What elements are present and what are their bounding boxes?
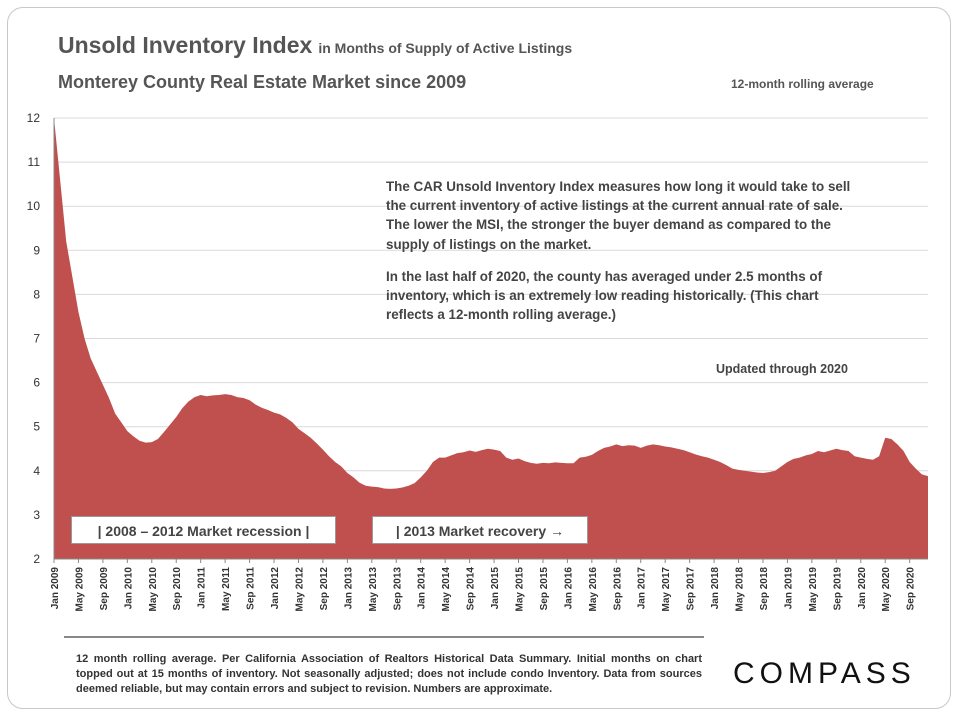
rolling-average-note: 12-month rolling average <box>731 77 874 91</box>
updated-note: Updated through 2020 <box>716 362 848 376</box>
x-tick-label: Sep 2011 <box>246 567 257 610</box>
description-text: The CAR Unsold Inventory Index measures … <box>386 177 856 337</box>
y-axis: 2 3 4 5 6 7 8 9 10 11 12 <box>27 111 41 566</box>
x-tick-label: May 2018 <box>735 567 746 612</box>
x-tick-label: May 2013 <box>368 567 379 612</box>
x-tick-label: May 2012 <box>294 567 305 612</box>
x-tick-label: Sep 2010 <box>172 567 183 611</box>
x-tick-label: Jan 2015 <box>490 567 501 610</box>
x-tick-label: Sep 2019 <box>832 567 843 611</box>
y-tick-label: 3 <box>33 508 40 522</box>
y-tick-label: 11 <box>28 155 41 169</box>
x-tick-label: Jan 2020 <box>857 567 868 610</box>
x-axis: Jan 2009 May 2009 Sep 2009 Jan 2010 May 2010… <box>50 118 928 611</box>
x-tick-label: Jan 2017 <box>637 567 648 610</box>
x-tick-label: Jan 2018 <box>710 567 721 610</box>
x-tick-label: Jan 2010 <box>123 567 134 610</box>
y-tick-label: 7 <box>33 332 40 346</box>
x-tick-label: May 2019 <box>808 567 819 612</box>
y-tick-label: 10 <box>27 199 41 213</box>
chart-subtitle: Monterey County Real Estate Market since… <box>58 72 467 92</box>
x-tick-label: May 2014 <box>441 567 452 612</box>
y-tick-label: 2 <box>33 552 40 566</box>
compass-logo: COMPASS <box>733 657 916 690</box>
x-tick-label: Sep 2015 <box>539 567 550 611</box>
description-paragraph-1: The CAR Unsold Inventory Index measures … <box>386 179 851 252</box>
x-tick-label: Jan 2016 <box>563 567 574 610</box>
x-tick-label: Jan 2013 <box>343 567 354 610</box>
description-paragraph-2: In the last half of 2020, the county has… <box>386 268 823 323</box>
x-tick-label: May 2020 <box>881 567 892 612</box>
y-tick-label: 8 <box>33 287 40 301</box>
x-tick-label: Jan 2012 <box>270 567 281 610</box>
x-tick-label: Jan 2009 <box>50 567 61 610</box>
x-tick-label: May 2015 <box>515 567 526 612</box>
x-tick-label: May 2010 <box>148 567 159 612</box>
chart-frame <box>7 7 951 709</box>
x-tick-label: Sep 2012 <box>319 567 330 611</box>
y-tick-label: 12 <box>27 111 41 125</box>
x-tick-label: Jan 2019 <box>783 567 794 610</box>
x-tick-label: Sep 2017 <box>686 567 697 611</box>
x-tick-label: Sep 2013 <box>392 567 403 611</box>
recession-annotation: | 2008 – 2012 Market recession | <box>71 516 336 544</box>
chart-title-suffix: in Months of Supply of Active Listings <box>318 40 573 56</box>
footnote-divider <box>64 636 704 638</box>
x-tick-label: Sep 2009 <box>99 567 110 611</box>
inventory-area-series <box>54 118 928 559</box>
x-tick-label: May 2016 <box>588 567 599 612</box>
x-tick-label: Sep 2016 <box>612 567 623 611</box>
y-tick-label: 9 <box>33 243 40 257</box>
x-tick-label: May 2011 <box>221 567 232 611</box>
x-tick-label: Sep 2020 <box>906 567 917 611</box>
x-tick-label: Jan 2011 <box>197 567 208 609</box>
y-tick-label: 4 <box>33 464 40 478</box>
recovery-annotation: | 2013 Market recovery → <box>372 516 588 544</box>
y-tick-label: 5 <box>33 420 40 434</box>
x-tick-label: Sep 2014 <box>466 567 477 611</box>
chart-title: Unsold Inventory Index in Months of Suppl… <box>58 32 573 58</box>
x-tick-label: May 2009 <box>74 567 85 612</box>
footnote: 12 month rolling average. Per California… <box>76 653 702 695</box>
x-tick-label: May 2017 <box>661 567 672 612</box>
x-tick-label: Jan 2014 <box>417 567 428 610</box>
y-tick-label: 6 <box>33 376 40 390</box>
x-tick-label: Sep 2018 <box>759 567 770 611</box>
